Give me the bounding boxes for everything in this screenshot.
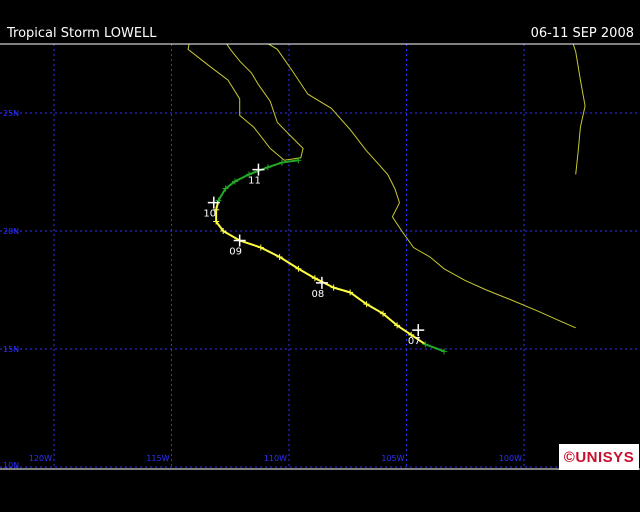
day-marker: [233, 234, 246, 247]
track-point: [330, 284, 337, 291]
track-point: [347, 289, 354, 296]
track-point: [257, 244, 264, 251]
day-label: 08: [312, 289, 325, 300]
track-segment: [349, 291, 368, 305]
track-segment: [333, 286, 351, 294]
track-point: [441, 348, 448, 355]
lat-label: 25N: [3, 109, 19, 118]
track-segment: [222, 230, 241, 242]
day-label: 07: [408, 336, 421, 347]
track-segment: [224, 180, 236, 190]
track-point: [363, 301, 370, 308]
track-point: [394, 322, 401, 329]
track-segment: [234, 173, 250, 183]
track-segment: [267, 161, 283, 169]
unisys-logo: ©UNISYS: [559, 444, 639, 470]
lat-label: 15N: [3, 345, 19, 354]
track-point: [422, 341, 429, 348]
day-marker: [315, 276, 328, 289]
coastline-segment: [267, 44, 576, 329]
lon-label: 115W: [146, 454, 169, 463]
lon-label: 100W: [499, 454, 522, 463]
lon-label: 120W: [29, 454, 52, 463]
date-range: 06-11 SEP 2008: [530, 26, 634, 41]
track-segment: [217, 188, 227, 201]
track-point: [380, 310, 386, 317]
storm-title: Tropical Storm LOWELL: [7, 26, 157, 41]
track-point: [264, 164, 271, 171]
coastline: [187, 44, 586, 329]
track-segment: [366, 303, 384, 315]
lat-lon-grid: [0, 44, 640, 469]
track-point: [220, 228, 227, 234]
track-point: [213, 206, 220, 213]
track-point: [278, 159, 285, 166]
track-segment: [215, 220, 225, 232]
track-segment: [239, 239, 262, 249]
track-point: [246, 171, 253, 178]
track-segment: [410, 334, 426, 346]
lon-label: 110W: [264, 454, 287, 463]
day-marker: [412, 324, 425, 337]
track-point: [295, 265, 302, 272]
track-segment: [279, 256, 299, 270]
track-point: [231, 178, 238, 185]
day-label: 09: [229, 246, 242, 257]
lon-label: 105W: [381, 454, 404, 463]
track-point: [222, 185, 229, 192]
track-point: [276, 253, 283, 260]
day-markers: 07 08 09 10 11: [203, 163, 425, 347]
grid-labels: 120W 115W 110W 105W 100W 25N 20N 15N 10N: [3, 109, 522, 470]
track-point: [408, 331, 415, 338]
coastline-segment: [187, 44, 304, 161]
track-point: [213, 218, 220, 225]
lat-label: 20N: [3, 227, 19, 236]
track-point: [311, 275, 318, 282]
day-marker: [207, 196, 220, 209]
track-point: [295, 157, 302, 164]
day-label: 10: [203, 209, 216, 220]
lat-label: 10N: [3, 461, 19, 470]
track-segment: [424, 343, 445, 353]
coastline-segment: [572, 44, 586, 175]
track-segment: [382, 312, 398, 327]
header: Tropical Storm LOWELL 06-11 SEP 2008: [0, 0, 640, 44]
track-segment: [260, 246, 281, 258]
track-segment: [297, 267, 316, 280]
track-segment: [396, 324, 412, 336]
day-marker: [252, 163, 265, 176]
day-label: 11: [248, 176, 261, 187]
